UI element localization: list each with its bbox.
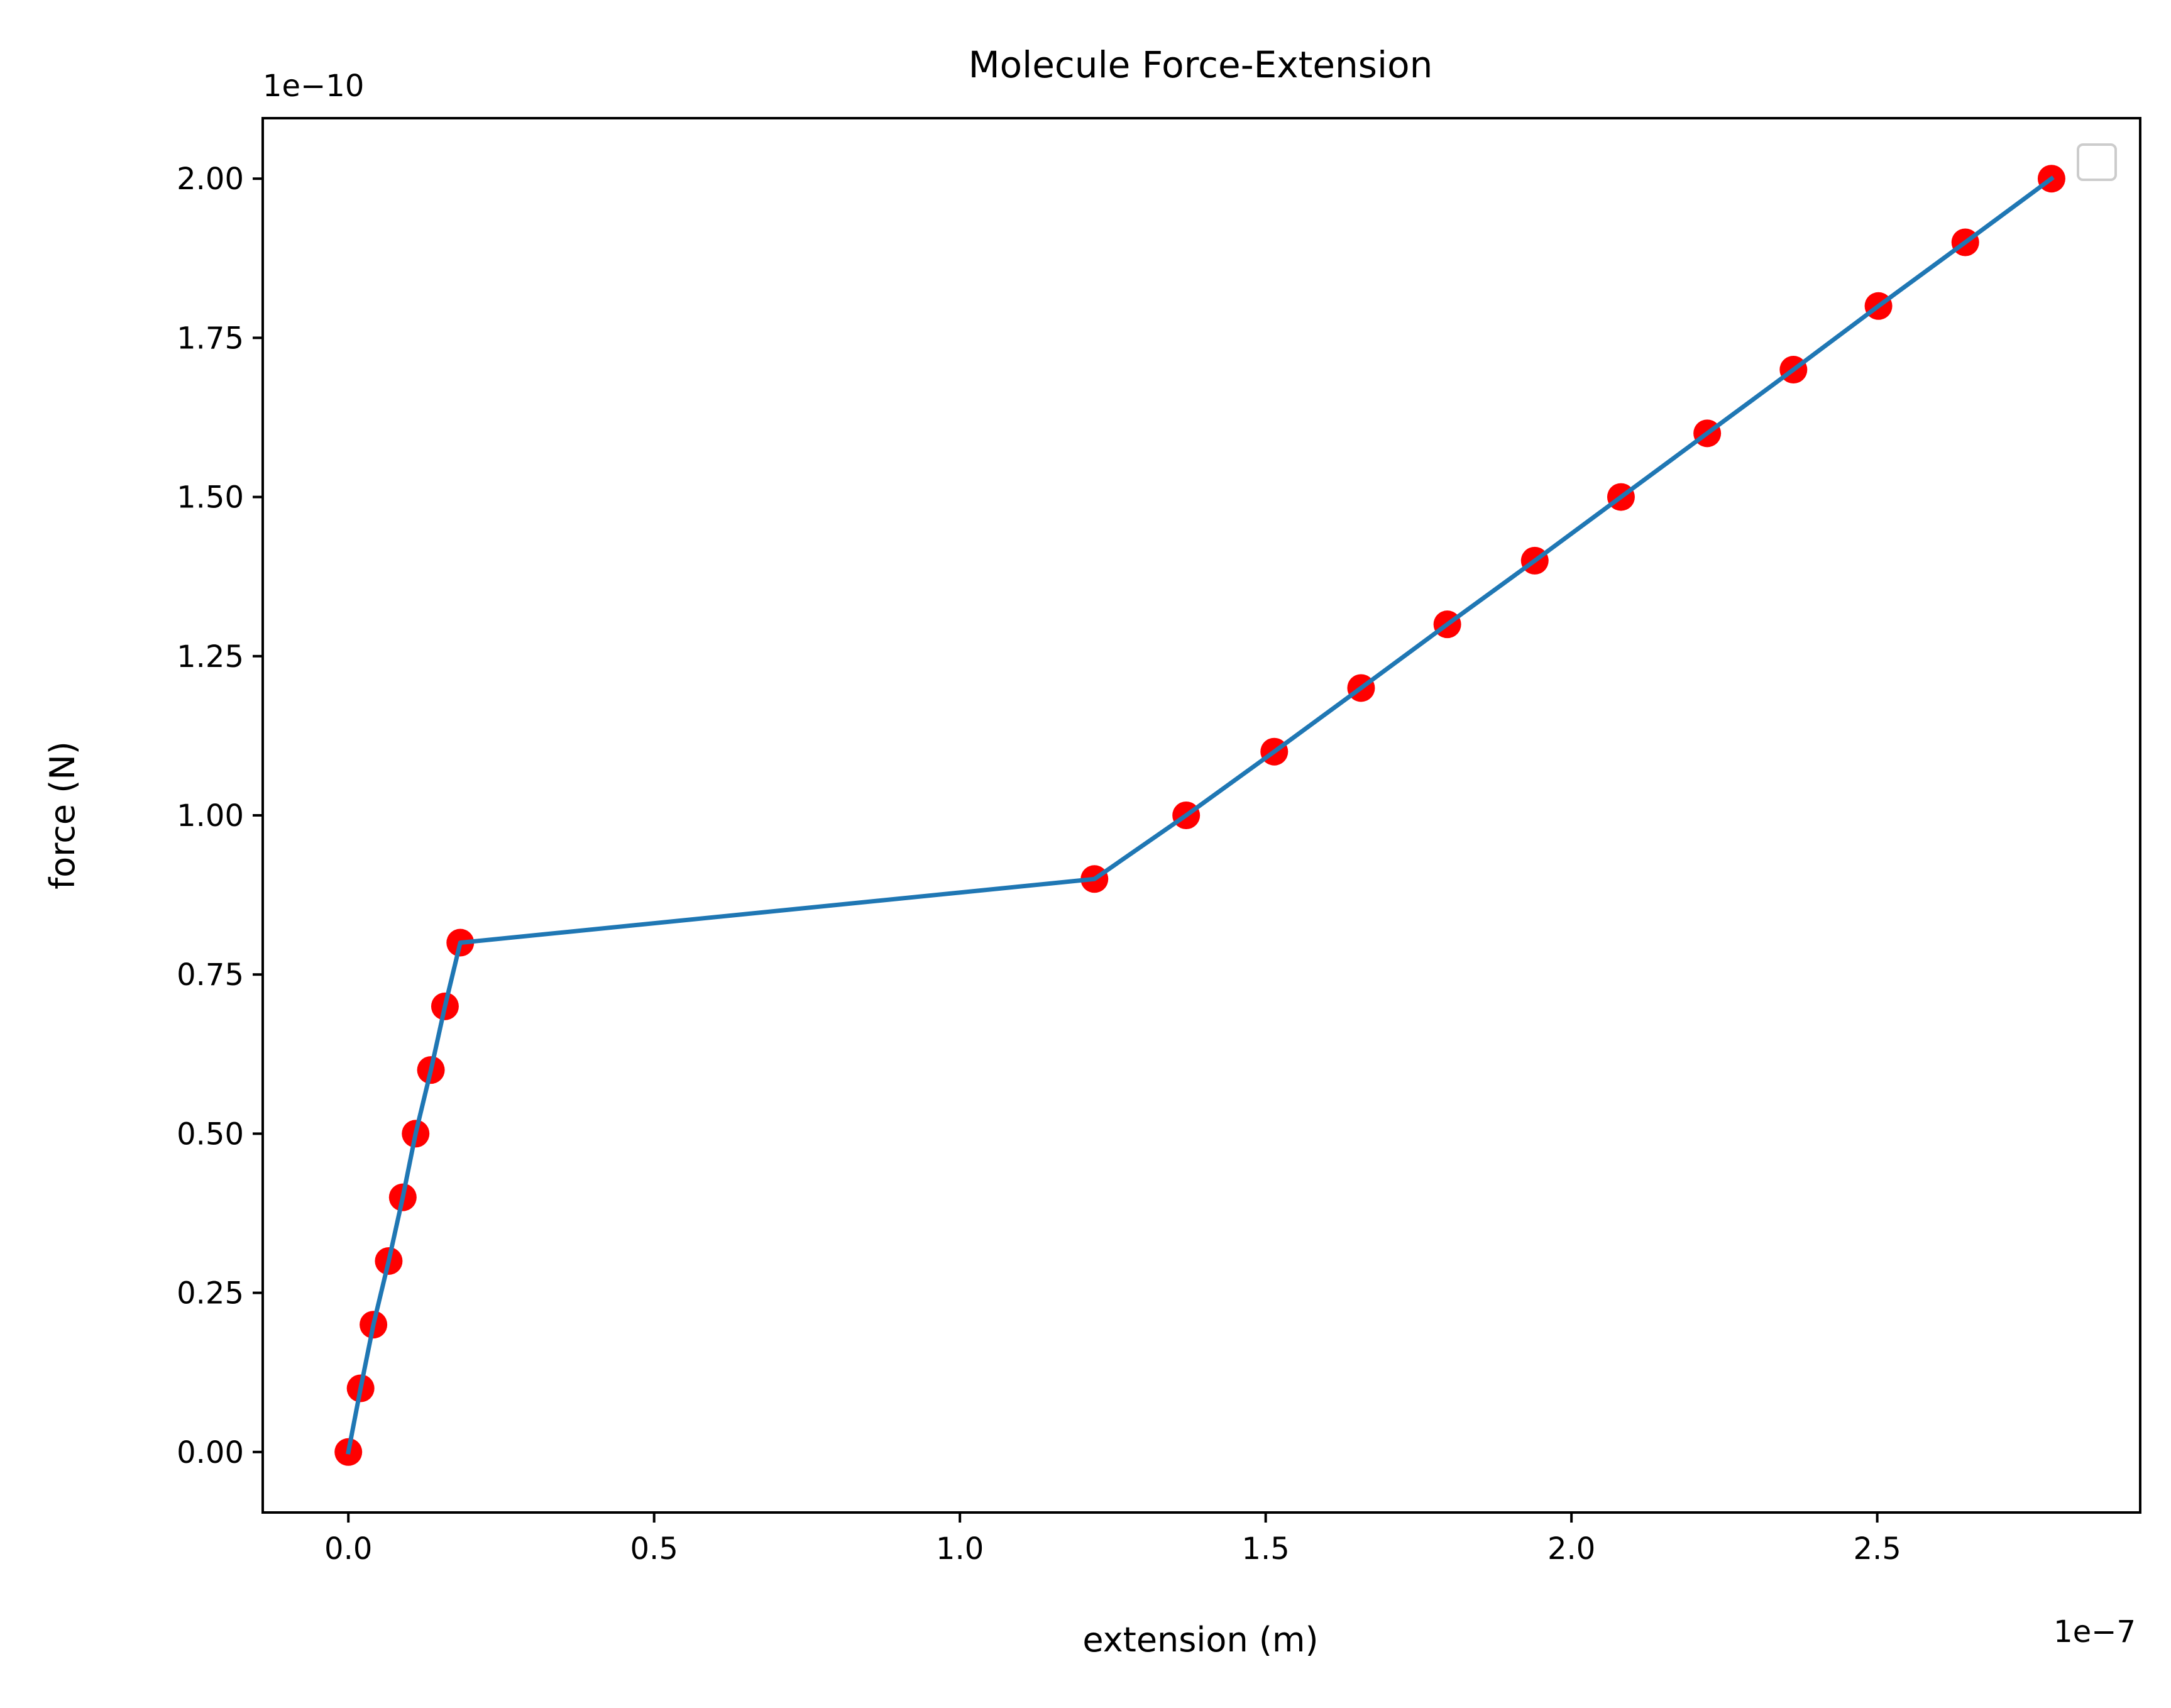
y-tick-label: 1.25 [177, 639, 244, 675]
y-tick-label: 0.25 [177, 1276, 244, 1311]
legend-box [2077, 143, 2117, 181]
x-tick-label: 1.0 [936, 1531, 984, 1567]
x-tick-label: 0.0 [324, 1531, 372, 1567]
x-tick-label: 2.0 [1547, 1531, 1595, 1567]
legend [2077, 143, 2117, 181]
x-offset-label: 1e−7 [2053, 1614, 2136, 1650]
x-axis-ticks: 0.0 0.5 1.0 1.5 2.0 2.5 [324, 1512, 1901, 1567]
x-axis-label: extension (m) [1082, 1620, 1318, 1660]
x-tick-label: 0.5 [630, 1531, 678, 1567]
x-tick-label: 2.5 [1853, 1531, 1901, 1567]
y-axis-ticks: 0.00 0.25 0.50 0.75 1.00 1.25 1.50 1.75 2.00 [177, 162, 263, 1470]
y-tick-label: 0.50 [177, 1116, 244, 1152]
series-line [346, 175, 2055, 1455]
chart-title: Molecule Force-Extension [969, 43, 1433, 86]
y-tick-label: 1.50 [177, 480, 244, 515]
y-tick-label: 0.00 [177, 1435, 244, 1470]
series-line-layer [346, 175, 2055, 1455]
y-tick-label: 1.75 [177, 321, 244, 356]
x-tick-label: 1.5 [1241, 1531, 1289, 1567]
plot-area-frame [261, 117, 2141, 1514]
y-tick-label: 2.00 [177, 162, 244, 197]
y-axis-label: force (N) [43, 741, 82, 890]
y-offset-label: 1e−10 [263, 69, 364, 104]
y-tick-label: 1.00 [177, 798, 244, 834]
y-tick-label: 0.75 [177, 957, 244, 993]
